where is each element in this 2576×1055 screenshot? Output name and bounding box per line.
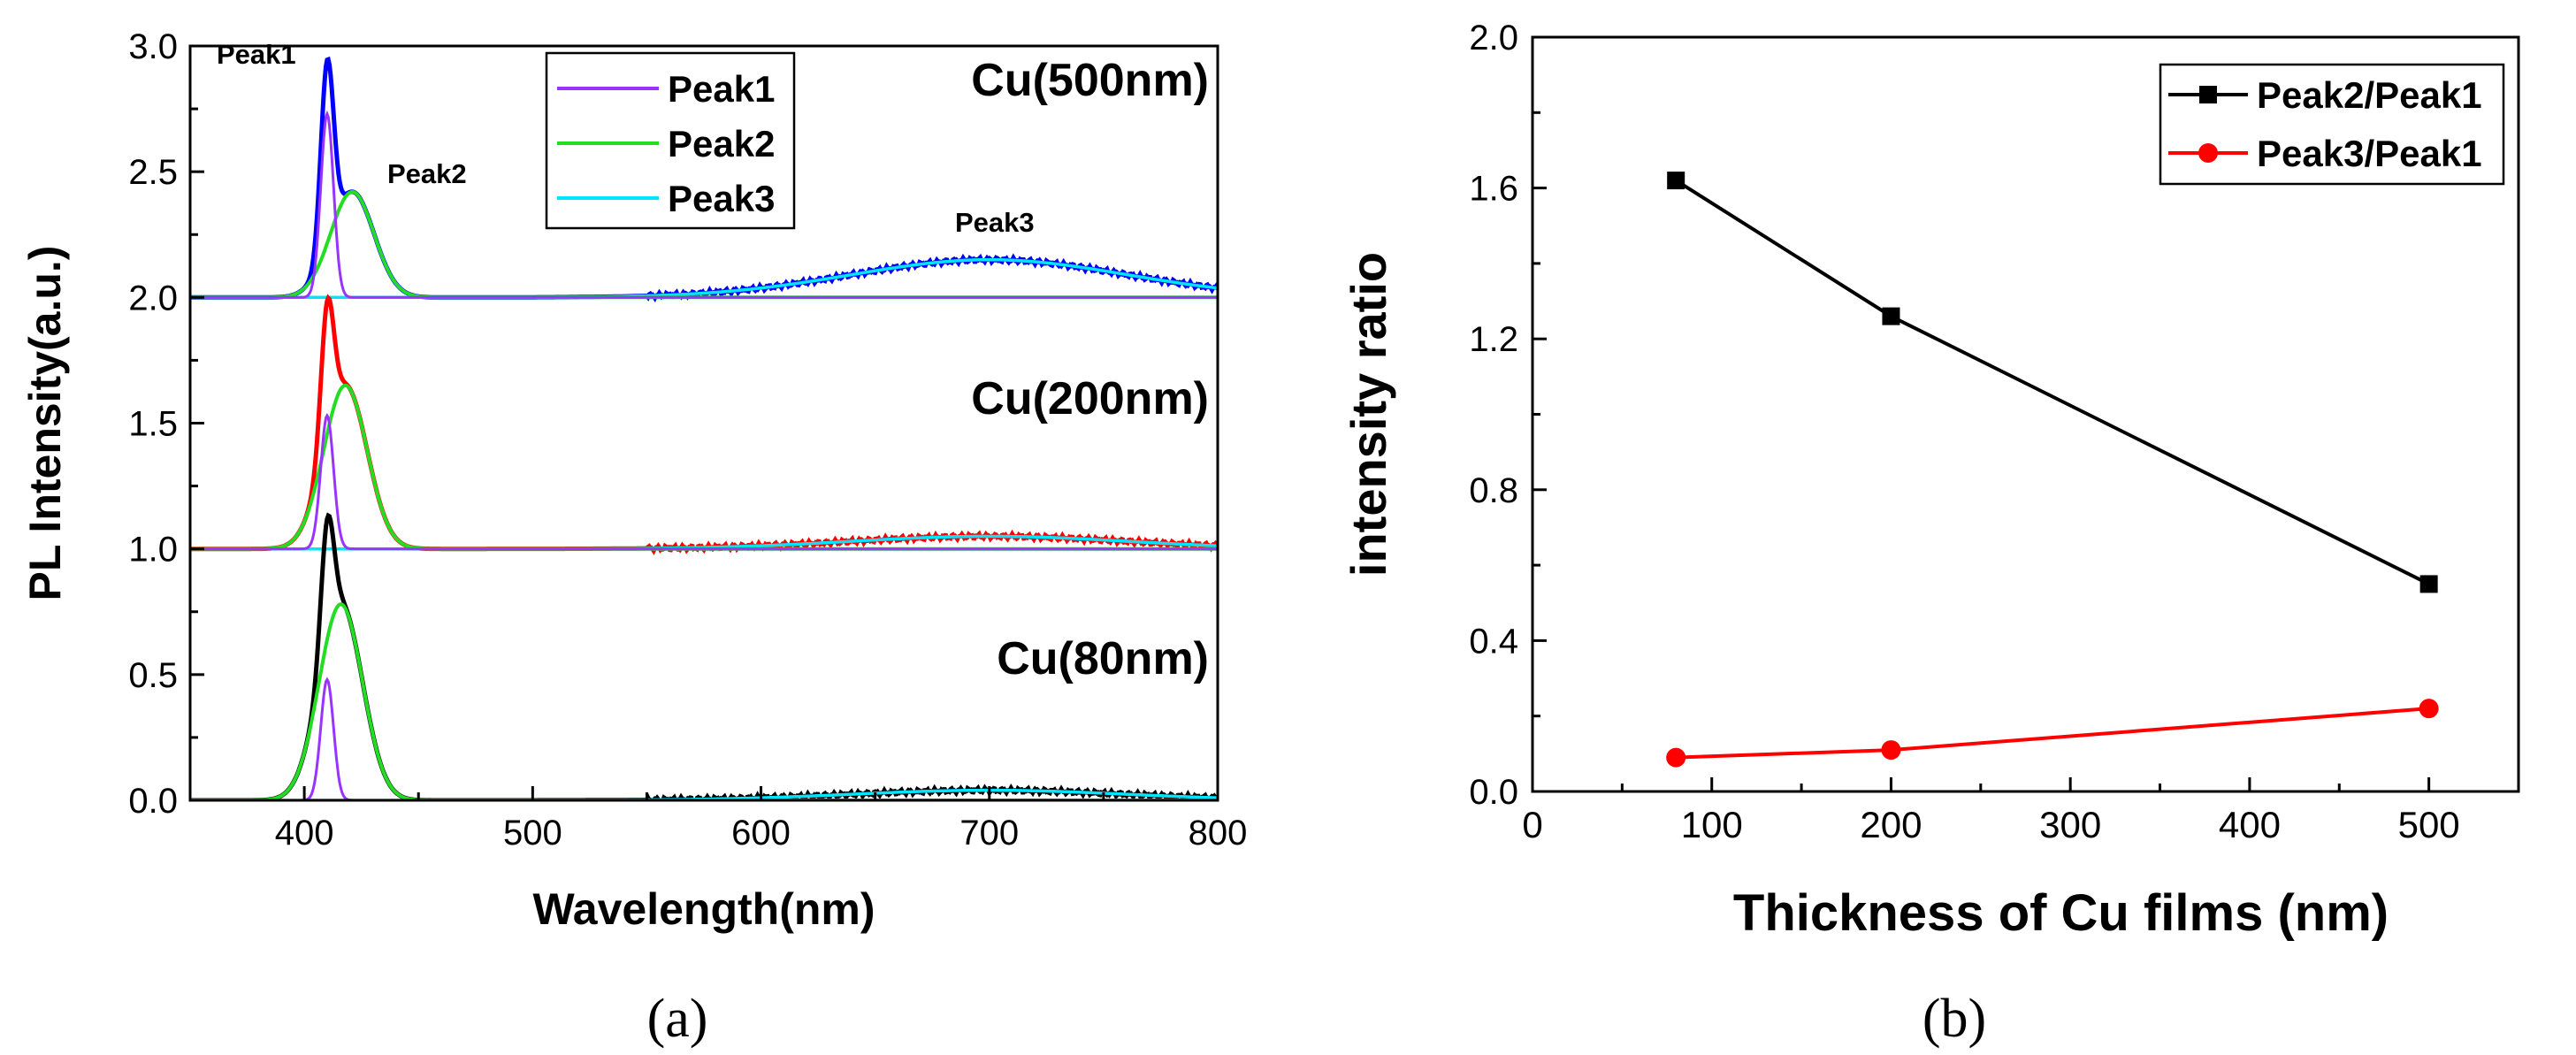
sample-label: Cu(80nm) — [997, 633, 1209, 684]
panel-a-y-axis-label: PL Intensity(a.u.) — [20, 246, 70, 601]
fit-peak1-curve — [190, 110, 1218, 299]
x-tick-label: 800 — [1189, 814, 1248, 852]
panel-a: 400 500 600 700 800 0.0 0.5 1.0 1.5 2.0 2.5 3.0 Wav… — [20, 27, 1247, 1049]
y-tick-label: 2.0 — [1469, 19, 1518, 57]
y-tick-label: 1.5 — [128, 405, 178, 444]
x-tick-label: 0 — [1522, 804, 1542, 845]
series-line-1 — [1676, 707, 2429, 760]
data-point-square — [1667, 172, 1685, 190]
y-tick-label: 2.5 — [128, 153, 178, 192]
y-tick-label: 0.0 — [128, 782, 178, 821]
peak-annotation: Peak2 — [387, 158, 467, 189]
y-tick-label: 1.6 — [1469, 170, 1518, 209]
data-point-square — [1882, 307, 1900, 325]
y-tick-label: 3.0 — [128, 27, 178, 66]
y-tick-label: 0.4 — [1469, 622, 1518, 661]
panel-b-y-axis-label: intensity ratio — [1341, 252, 1396, 577]
legend-box — [2159, 63, 2505, 186]
panel-b: 0 100 200 300 400 500 0.0 0.4 0.8 1.2 1.6 2.0 Thick… — [1341, 19, 2520, 1049]
series-line-0 — [1675, 179, 2430, 586]
y-tick-label: 1.2 — [1469, 320, 1518, 359]
panel-a-label: (a) — [647, 989, 708, 1049]
y-tick-label: 0.5 — [128, 656, 178, 695]
legend-label: Peak1 — [668, 68, 775, 110]
panel-b-label: (b) — [1922, 989, 1986, 1049]
sample-label: Cu(200nm) — [971, 373, 1209, 424]
y-tick-label: 1.0 — [128, 531, 178, 570]
data-point-circle — [1666, 747, 1686, 768]
y-tick-label: 0.0 — [1469, 773, 1518, 812]
data-point-square — [2419, 575, 2438, 593]
data-point-circle — [2419, 699, 2439, 719]
x-tick-label: 300 — [2039, 804, 2101, 845]
x-tick-label: 500 — [503, 814, 562, 852]
peak-annotation: Peak1 — [217, 39, 296, 70]
panel-b-legend: Peak2/Peak1 Peak3/Peak1 — [2159, 63, 2505, 186]
panel-b-ticks: 0 100 200 300 400 500 0.0 0.4 0.8 1.2 1.6 2.0 — [1469, 19, 2520, 845]
legend-label: Peak3/Peak1 — [2257, 133, 2482, 174]
fit-peak2-curve — [190, 602, 1218, 800]
legend-label: Peak3 — [668, 178, 775, 219]
x-tick-label: 400 — [275, 814, 334, 852]
x-tick-label: 400 — [2219, 804, 2281, 845]
legend-marker-circle — [2198, 143, 2218, 163]
y-tick-label: 2.0 — [128, 279, 178, 317]
panel-a-x-axis-label: Wavelength(nm) — [532, 884, 875, 934]
panel-b-plot-area — [1666, 172, 2439, 768]
legend-marker-square — [2199, 86, 2217, 103]
panel-b-x-axis-label: Thickness of Cu films (nm) — [1733, 884, 2389, 942]
x-tick-label: 700 — [959, 814, 1019, 852]
x-tick-label: 100 — [1681, 804, 1743, 845]
fit-peak1-curve — [190, 677, 1218, 800]
sample-label: Cu(500nm) — [971, 55, 1209, 106]
fit-peak1-curve — [190, 412, 1218, 551]
panel-a-legend: Peak1 Peak2 Peak3 — [545, 51, 796, 230]
peak-annotation: Peak3 — [955, 207, 1035, 238]
legend-label: Peak2 — [668, 123, 775, 164]
y-tick-label: 0.8 — [1469, 471, 1518, 510]
panel-a-annotations: Peak1 Peak2 Peak3 — [217, 39, 1035, 238]
panel-a-ticks: 400 500 600 700 800 0.0 0.5 1.0 1.5 2.0 2.5 3.0 — [128, 27, 1247, 852]
data-point-circle — [1881, 740, 1901, 761]
legend-label: Peak2/Peak1 — [2257, 74, 2482, 116]
x-tick-label: 500 — [2398, 804, 2460, 845]
x-tick-label: 200 — [1860, 804, 1922, 845]
x-tick-label: 600 — [731, 814, 791, 852]
